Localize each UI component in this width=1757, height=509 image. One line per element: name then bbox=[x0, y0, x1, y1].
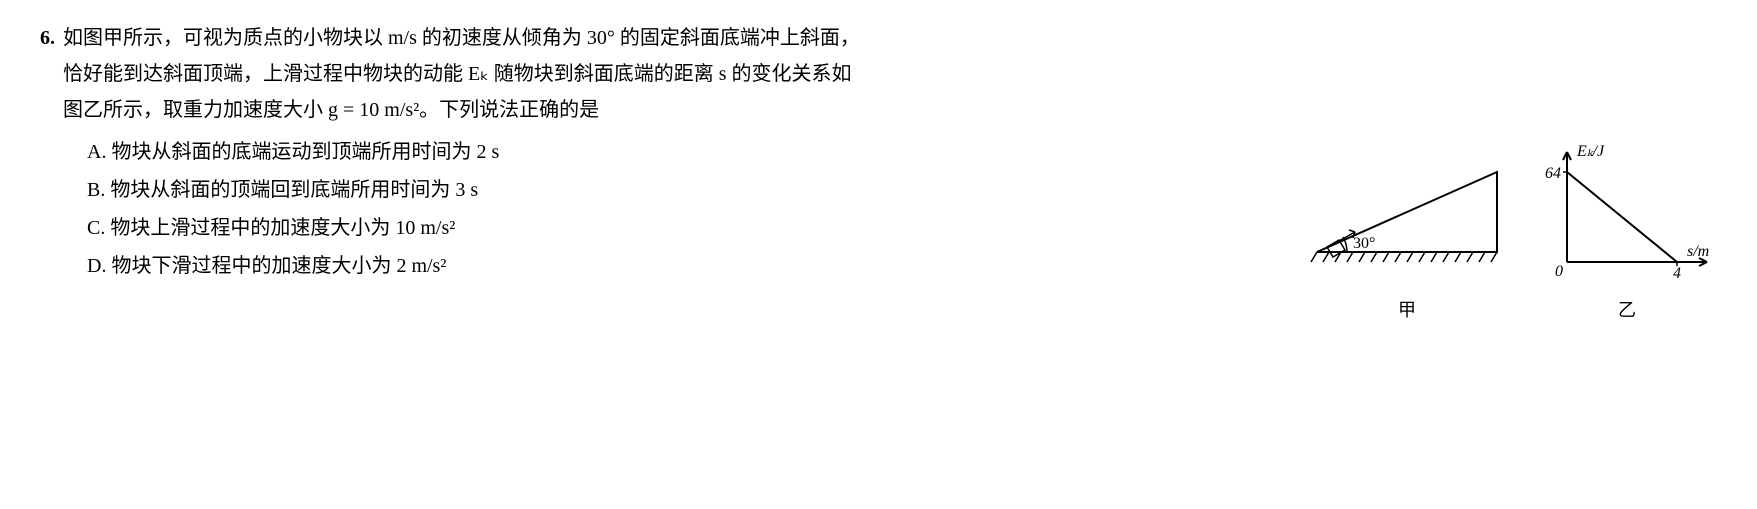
svg-text:s/m: s/m bbox=[1687, 243, 1709, 260]
figure-jia-wrap: 30° 甲 bbox=[1297, 152, 1517, 326]
question-body: 如图甲所示，可视为质点的小物块以 m/s 的初速度从倾角为 30° 的固定斜面底… bbox=[63, 20, 1717, 326]
content-row: A. 物块从斜面的底端运动到顶端所用时间为 2 s B. 物块从斜面的顶端回到底… bbox=[63, 132, 1717, 326]
stem-line-2: 恰好能到达斜面顶端，上滑过程中物块的动能 Eₖ 随物块到斜面底端的距离 s 的变… bbox=[63, 63, 852, 85]
svg-text:4: 4 bbox=[1673, 265, 1681, 282]
svg-text:30°: 30° bbox=[1353, 235, 1375, 252]
question-6: 6. 如图甲所示，可视为质点的小物块以 m/s 的初速度从倾角为 30° 的固定… bbox=[40, 20, 1717, 326]
figure-jia-caption: 甲 bbox=[1297, 294, 1517, 326]
figure-yi: Eₖ/J 64 0 4 s/m bbox=[1537, 142, 1717, 292]
svg-text:64: 64 bbox=[1545, 165, 1561, 182]
options-list: A. 物块从斜面的底端运动到顶端所用时间为 2 s B. 物块从斜面的顶端回到底… bbox=[63, 132, 1257, 286]
option-B: B. 物块从斜面的顶端回到底端所用时间为 3 s bbox=[87, 172, 1257, 208]
stem-line-3: 图乙所示，取重力加速度大小 g = 10 m/s²。下列说法正确的是 bbox=[63, 99, 599, 121]
figures: 30° 甲 Eₖ/J 64 0 4 s/m 乙 bbox=[1297, 142, 1717, 326]
svg-text:Eₖ/J: Eₖ/J bbox=[1576, 143, 1605, 160]
figure-jia: 30° bbox=[1297, 152, 1517, 292]
option-D: D. 物块下滑过程中的加速度大小为 2 m/s² bbox=[87, 248, 1257, 284]
question-stem: 如图甲所示，可视为质点的小物块以 m/s 的初速度从倾角为 30° 的固定斜面底… bbox=[63, 20, 1717, 128]
stem-line-1: 如图甲所示，可视为质点的小物块以 m/s 的初速度从倾角为 30° 的固定斜面底… bbox=[63, 27, 860, 49]
question-number: 6. bbox=[40, 20, 55, 56]
figure-yi-caption: 乙 bbox=[1537, 294, 1717, 326]
option-A: A. 物块从斜面的底端运动到顶端所用时间为 2 s bbox=[87, 134, 1257, 170]
option-C: C. 物块上滑过程中的加速度大小为 10 m/s² bbox=[87, 210, 1257, 246]
svg-text:0: 0 bbox=[1555, 263, 1563, 280]
figure-yi-wrap: Eₖ/J 64 0 4 s/m 乙 bbox=[1537, 142, 1717, 326]
